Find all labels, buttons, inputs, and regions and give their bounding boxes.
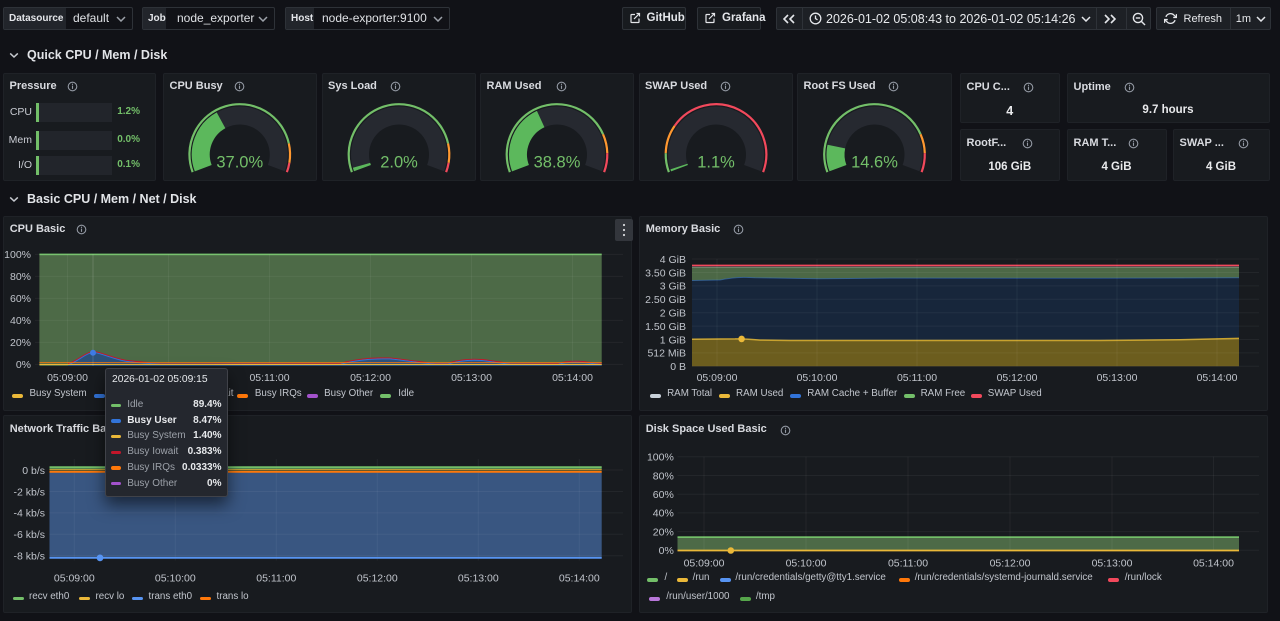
svg-text:-6 kb/s: -6 kb/s — [13, 529, 45, 541]
svg-text:05:14:00: 05:14:00 — [552, 372, 593, 384]
svg-text:05:11:00: 05:11:00 — [888, 557, 928, 569]
svg-text:1.50 GiB: 1.50 GiB — [645, 320, 686, 332]
svg-text:05:14:00: 05:14:00 — [559, 572, 600, 584]
svg-text:05:12:00: 05:12:00 — [990, 557, 1031, 569]
svg-text:2.50 GiB: 2.50 GiB — [645, 294, 686, 306]
svg-text:05:10:00: 05:10:00 — [797, 372, 838, 384]
svg-text:05:11:00: 05:11:00 — [256, 572, 296, 584]
svg-text:05:14:00: 05:14:00 — [1193, 557, 1234, 569]
svg-text:100%: 100% — [4, 249, 31, 261]
svg-text:0 B: 0 B — [670, 361, 686, 373]
svg-text:0%: 0% — [16, 359, 31, 371]
svg-text:2 GiB: 2 GiB — [660, 307, 686, 319]
svg-text:05:10:00: 05:10:00 — [786, 557, 827, 569]
svg-text:05:13:00: 05:13:00 — [1092, 557, 1133, 569]
svg-text:2.0%: 2.0% — [380, 153, 418, 171]
svg-text:14.6%: 14.6% — [851, 153, 898, 171]
svg-text:40%: 40% — [10, 315, 31, 327]
svg-text:05:14:00: 05:14:00 — [1197, 372, 1238, 384]
svg-text:05:10:00: 05:10:00 — [155, 572, 196, 584]
svg-text:38.8%: 38.8% — [534, 153, 581, 171]
svg-text:20%: 20% — [653, 526, 674, 538]
svg-text:3 GiB: 3 GiB — [660, 280, 686, 292]
svg-text:0 b/s: 0 b/s — [22, 464, 45, 476]
svg-text:05:09:00: 05:09:00 — [684, 557, 725, 569]
svg-text:80%: 80% — [653, 470, 674, 482]
svg-text:05:13:00: 05:13:00 — [1097, 372, 1138, 384]
svg-text:20%: 20% — [10, 337, 31, 349]
svg-text:05:09:00: 05:09:00 — [697, 372, 738, 384]
svg-text:-8 kb/s: -8 kb/s — [13, 550, 45, 562]
svg-text:80%: 80% — [10, 271, 31, 283]
svg-text:60%: 60% — [10, 293, 31, 305]
svg-text:05:11:00: 05:11:00 — [897, 372, 937, 384]
svg-text:4 GiB: 4 GiB — [660, 253, 686, 265]
svg-text:100%: 100% — [647, 451, 674, 463]
svg-text:05:13:00: 05:13:00 — [458, 572, 499, 584]
svg-text:05:11:00: 05:11:00 — [249, 372, 289, 384]
svg-text:05:12:00: 05:12:00 — [997, 372, 1038, 384]
svg-text:0%: 0% — [659, 545, 674, 557]
svg-text:-4 kb/s: -4 kb/s — [13, 507, 45, 519]
svg-text:3.50 GiB: 3.50 GiB — [645, 267, 686, 279]
svg-text:1.1%: 1.1% — [697, 153, 735, 171]
svg-text:60%: 60% — [653, 489, 674, 501]
svg-text:40%: 40% — [653, 507, 674, 519]
svg-text:37.0%: 37.0% — [216, 153, 263, 171]
svg-text:05:13:00: 05:13:00 — [451, 372, 492, 384]
svg-text:05:09:00: 05:09:00 — [54, 572, 95, 584]
svg-text:05:12:00: 05:12:00 — [357, 572, 398, 584]
svg-text:512 MiB: 512 MiB — [647, 347, 686, 359]
svg-text:05:12:00: 05:12:00 — [350, 372, 391, 384]
svg-text:05:09:00: 05:09:00 — [47, 372, 88, 384]
svg-text:1 GiB: 1 GiB — [660, 334, 686, 346]
svg-text:-2 kb/s: -2 kb/s — [13, 486, 45, 498]
